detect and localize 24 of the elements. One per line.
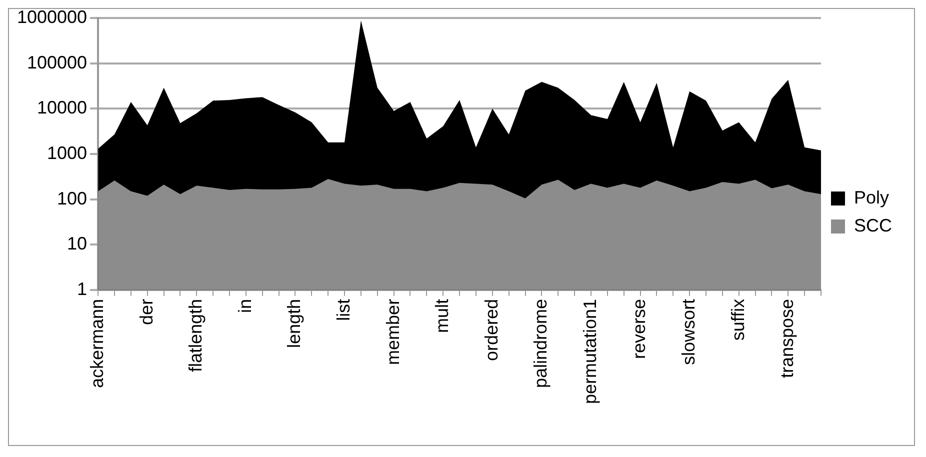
- x-tick-label: member: [382, 298, 403, 365]
- x-tick-label: ackermann: [87, 298, 108, 388]
- x-tick-label: der: [136, 298, 156, 325]
- y-tick-label: 100: [57, 188, 88, 208]
- y-tick-label: 10000: [37, 98, 88, 118]
- x-tick-label: permutation1: [580, 298, 600, 404]
- x-tick-label: length: [284, 298, 304, 348]
- x-tick-label: palindrome: [530, 298, 551, 388]
- x-tick-label: list: [333, 298, 354, 321]
- x-tick-label: flatlength: [186, 298, 206, 372]
- x-tick-label: mult: [432, 298, 452, 333]
- legend-label: SCC: [854, 215, 892, 236]
- x-tick-label: in: [234, 298, 255, 313]
- x-tick-label: ordered: [481, 298, 502, 361]
- y-tick-label: 1: [77, 278, 88, 299]
- y-tick-label: 100000: [26, 52, 88, 72]
- y-tick-label: 1000: [47, 142, 88, 163]
- x-tick-label: slowsort: [678, 298, 699, 365]
- x-tick-label: reverse: [629, 298, 650, 359]
- y-tick-label: 10: [67, 234, 88, 254]
- legend-label: Poly: [854, 187, 890, 208]
- y-tick-label: 1000000: [16, 6, 88, 27]
- x-tick-label: transpose: [777, 298, 798, 378]
- x-tick-label: suffix: [728, 298, 748, 341]
